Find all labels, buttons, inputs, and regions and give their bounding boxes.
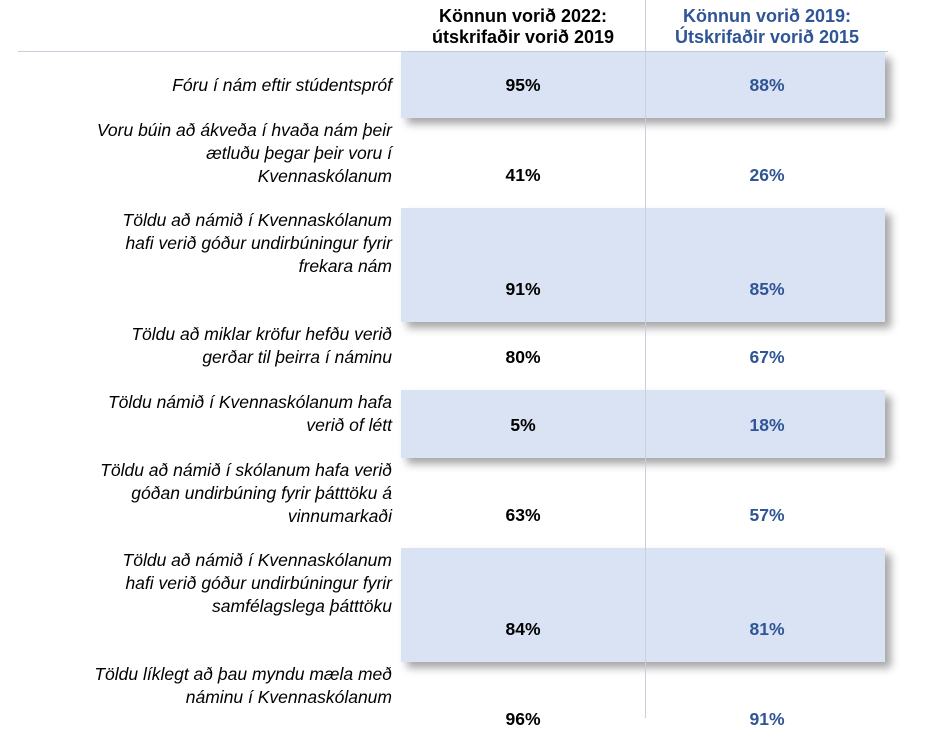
header-rule: [18, 51, 888, 52]
column-header: Útskrifaðir vorið 2015: [674, 27, 860, 47]
row-label: gerðar til þeirra í náminu: [202, 347, 392, 367]
row-label: Töldu námið í Kvennaskólanum hafa: [107, 392, 392, 412]
row-label: Töldu að námið í Kvennaskólanum: [122, 210, 392, 230]
row-band: [401, 52, 885, 118]
row-label: Töldu líklegt að þau myndu mæla með: [94, 664, 392, 684]
cell-value: 91%: [749, 709, 785, 729]
column-divider: [645, 0, 646, 718]
cell-value: 26%: [749, 165, 785, 185]
row-label: vinnumarkaði: [287, 506, 392, 526]
row-label: samfélagslega þátttöku: [212, 596, 392, 616]
cell-value: 85%: [749, 279, 785, 299]
column-header: Könnun vorið 2022:: [438, 6, 608, 26]
row-band: [401, 390, 885, 458]
column-header: Könnun vorið 2019:: [682, 6, 852, 26]
cell-value: 84%: [505, 619, 541, 639]
row-label: hafi verið góður undirbúningur fyrir: [125, 233, 392, 253]
row-label: Töldu að námið í skólanum hafa verið: [100, 460, 392, 480]
row-label: frekara nám: [298, 256, 392, 276]
cell-value: 41%: [505, 165, 541, 185]
cell-value: 88%: [749, 75, 785, 95]
cell-value: 67%: [749, 347, 785, 367]
row-label: góðan undirbúning fyrir þátttöku á: [131, 483, 392, 503]
row-label: náminu í Kvennaskólanum: [185, 687, 392, 707]
row-label: Kvennaskólanum: [257, 166, 392, 186]
cell-value: 80%: [505, 347, 541, 367]
row-label: Voru búin að ákveða í hvaða nám þeir: [96, 120, 392, 140]
row-label: Töldu að miklar kröfur hefðu verið: [131, 324, 392, 344]
cell-value: 81%: [749, 619, 785, 639]
row-band: [401, 548, 885, 662]
row-label: ætluðu þegar þeir voru í: [206, 143, 392, 163]
cell-value: 5%: [510, 415, 536, 435]
row-band: [401, 208, 885, 322]
cell-value: 91%: [505, 279, 541, 299]
row-label: verið of létt: [306, 415, 392, 435]
column-header: útskrifaðir vorið 2019: [431, 27, 615, 47]
row-label: Fóru í nám eftir stúdentspróf: [172, 74, 392, 95]
cell-value: 95%: [505, 75, 541, 95]
cell-value: 18%: [749, 415, 785, 435]
row-label: Töldu að námið í Kvennaskólanum: [122, 550, 392, 570]
cell-value: 57%: [749, 505, 785, 525]
cell-value: 96%: [505, 709, 541, 729]
cell-value: 63%: [505, 505, 541, 525]
row-label: hafi verið góður undirbúningur fyrir: [125, 573, 392, 593]
